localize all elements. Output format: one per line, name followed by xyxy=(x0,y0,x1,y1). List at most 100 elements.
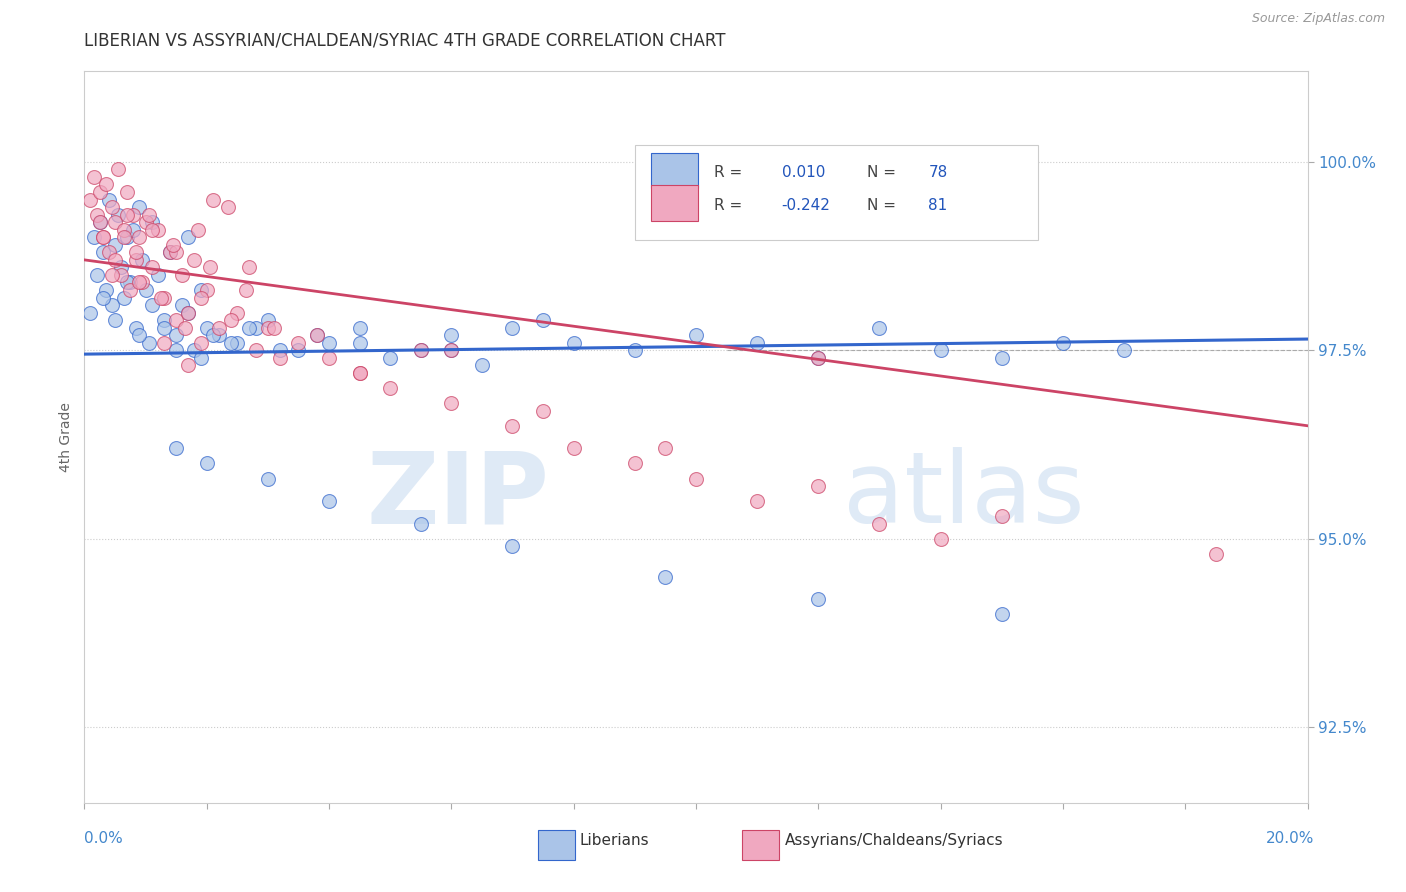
Point xyxy=(101,200,124,214)
Point xyxy=(104,313,127,327)
Point xyxy=(131,276,153,290)
Point xyxy=(929,532,952,546)
Point xyxy=(226,335,249,350)
Point xyxy=(91,245,114,260)
Point xyxy=(869,516,891,531)
Text: Source: ZipAtlas.com: Source: ZipAtlas.com xyxy=(1251,12,1385,25)
Text: 81: 81 xyxy=(928,198,948,212)
Point xyxy=(531,403,554,417)
Point xyxy=(349,366,371,380)
Point xyxy=(172,268,194,282)
Point xyxy=(195,457,218,471)
Point xyxy=(110,260,132,275)
Point xyxy=(89,185,111,199)
Point xyxy=(654,442,676,456)
Point xyxy=(97,193,120,207)
FancyBboxPatch shape xyxy=(651,153,699,188)
Point xyxy=(112,230,135,244)
Point xyxy=(138,335,160,350)
Point xyxy=(115,230,138,244)
Point xyxy=(141,298,163,312)
Point xyxy=(107,208,129,222)
Point xyxy=(318,494,340,508)
Point xyxy=(219,335,242,350)
Point xyxy=(86,268,108,282)
Point xyxy=(120,276,142,290)
Point xyxy=(107,162,129,177)
Point xyxy=(112,223,135,237)
Text: ZIP: ZIP xyxy=(367,447,550,544)
Point xyxy=(238,260,260,275)
Point xyxy=(153,313,176,327)
Point xyxy=(318,351,340,365)
Text: atlas: atlas xyxy=(842,447,1084,544)
Point xyxy=(165,313,187,327)
Point xyxy=(471,359,494,373)
Point xyxy=(177,306,200,320)
Point xyxy=(380,351,402,365)
Point xyxy=(131,252,153,267)
Point xyxy=(409,343,432,358)
Y-axis label: 4th Grade: 4th Grade xyxy=(59,402,73,472)
Point xyxy=(89,215,111,229)
Point xyxy=(305,328,328,343)
Point xyxy=(104,215,127,229)
Point xyxy=(128,230,150,244)
Point xyxy=(807,351,830,365)
Text: R =: R = xyxy=(714,165,748,180)
Point xyxy=(349,335,371,350)
Point xyxy=(208,328,231,343)
Point xyxy=(172,298,194,312)
Point xyxy=(91,230,114,244)
Point xyxy=(1205,547,1227,561)
Point xyxy=(153,335,176,350)
Point xyxy=(245,343,267,358)
Point xyxy=(318,335,340,350)
Point xyxy=(104,237,127,252)
Point xyxy=(94,178,117,192)
Point xyxy=(349,320,371,334)
Point xyxy=(190,291,212,305)
Point xyxy=(624,457,647,471)
Point xyxy=(125,252,148,267)
Point xyxy=(83,169,105,184)
Point xyxy=(190,351,212,365)
Point xyxy=(305,328,328,343)
Point xyxy=(138,208,160,222)
Point xyxy=(165,245,187,260)
Point xyxy=(159,245,181,260)
Point xyxy=(235,283,257,297)
Point xyxy=(245,320,267,334)
Point xyxy=(349,366,371,380)
Point xyxy=(990,509,1012,524)
Point xyxy=(122,208,145,222)
Point xyxy=(128,276,150,290)
Point xyxy=(869,320,891,334)
Point xyxy=(146,268,169,282)
Point xyxy=(257,313,280,327)
Point xyxy=(122,223,145,237)
Point xyxy=(120,283,142,297)
Text: N =: N = xyxy=(868,165,901,180)
Point xyxy=(141,223,163,237)
Text: N =: N = xyxy=(868,198,901,212)
Point xyxy=(440,343,463,358)
FancyBboxPatch shape xyxy=(636,145,1039,240)
Point xyxy=(94,283,117,297)
Point xyxy=(654,569,676,583)
Point xyxy=(128,328,150,343)
Point xyxy=(440,396,463,410)
Point xyxy=(380,381,402,395)
Point xyxy=(562,442,585,456)
Point xyxy=(97,245,120,260)
Point xyxy=(219,313,242,327)
Text: 78: 78 xyxy=(928,165,948,180)
Point xyxy=(177,306,200,320)
Point xyxy=(110,268,132,282)
Point xyxy=(238,320,260,334)
Point xyxy=(125,245,148,260)
Point xyxy=(153,291,176,305)
Point xyxy=(101,298,124,312)
Point xyxy=(165,328,187,343)
Point xyxy=(263,320,285,334)
